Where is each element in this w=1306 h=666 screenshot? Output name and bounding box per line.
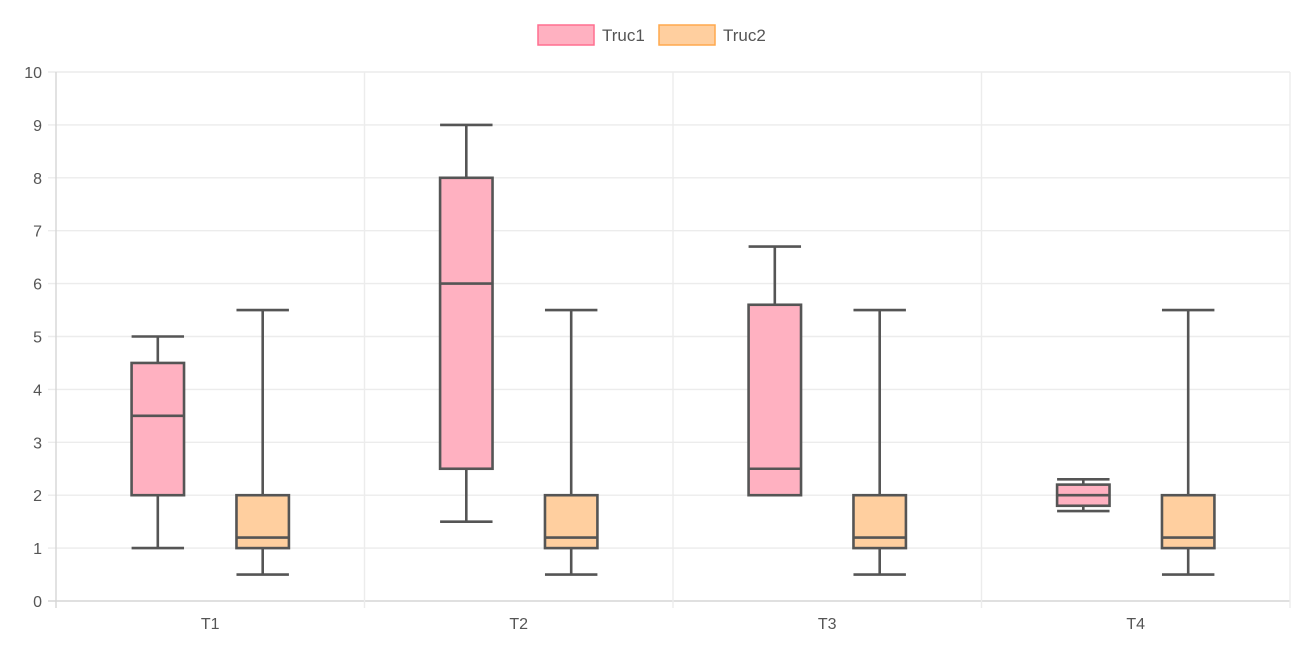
y-tick-label: 7 [33, 224, 42, 241]
box-iqr [438, 176, 494, 471]
y-tick-label: 0 [33, 594, 42, 611]
box-iqr [852, 493, 908, 550]
legend-swatch [537, 24, 595, 46]
y-tick-label: 6 [33, 277, 42, 294]
grid-layer [48, 71, 1291, 608]
y-tick-label: 4 [33, 382, 42, 399]
y-tick-label: 8 [33, 171, 42, 188]
x-tick-label: T3 [818, 616, 837, 633]
y-tick-label: 3 [33, 435, 42, 452]
box-Truc1-T1[interactable] [130, 335, 186, 550]
y-tick-label: 2 [33, 488, 42, 505]
legend-label: Truc1 [602, 26, 645, 45]
y-tick-label: 9 [33, 118, 42, 135]
box-Truc2-T2[interactable] [543, 308, 599, 576]
legend-swatch [658, 24, 716, 46]
legend-item-Truc2[interactable]: Truc2 [658, 24, 766, 46]
box-iqr [235, 493, 291, 550]
x-tick-label: T4 [1126, 616, 1145, 633]
y-tick-label: 1 [33, 541, 42, 558]
y-tick-label: 10 [24, 65, 42, 82]
box-Truc1-T4[interactable] [1055, 478, 1111, 513]
x-tick-label: T1 [201, 616, 220, 633]
axis-layer: 0 1 2 3 4 5 6 7 8 9 10 T1 T2 T3 T4 [24, 65, 1145, 633]
box-Truc2-T4[interactable] [1160, 308, 1216, 576]
box-Truc1-T3[interactable] [747, 245, 803, 497]
box-iqr [543, 493, 599, 550]
box-Truc2-T3[interactable] [852, 308, 908, 576]
y-tick-label: 5 [33, 330, 42, 347]
legend-item-Truc1[interactable]: Truc1 [537, 24, 645, 46]
box-Truc1-T2[interactable] [438, 123, 494, 523]
x-tick-label: T2 [509, 616, 528, 633]
legend-label: Truc2 [723, 26, 766, 45]
box-layer [130, 123, 1216, 576]
box-iqr [130, 361, 186, 497]
box-iqr [1160, 493, 1216, 550]
box-Truc2-T1[interactable] [235, 308, 291, 576]
legend[interactable]: Truc1 Truc2 [537, 24, 766, 46]
box-iqr [747, 303, 803, 497]
